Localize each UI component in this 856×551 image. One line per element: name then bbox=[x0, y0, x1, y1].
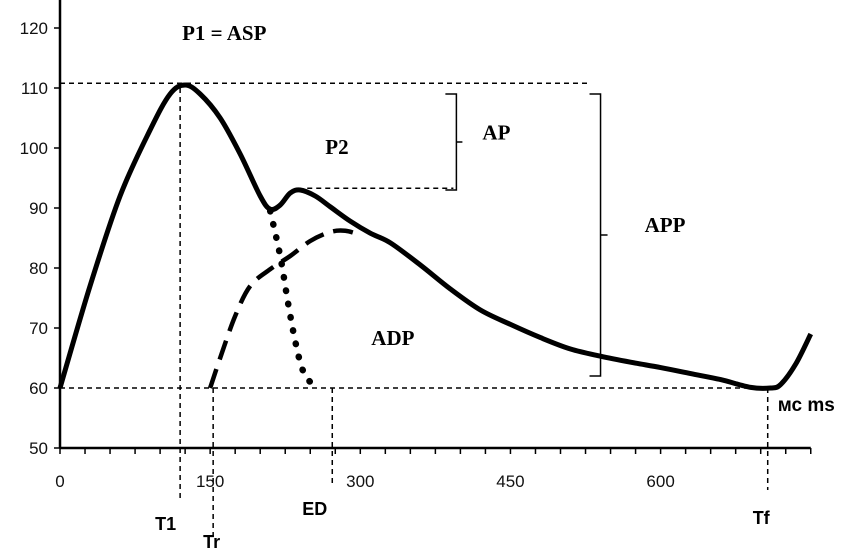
app-bracket bbox=[589, 93, 608, 377]
y-tick-label: 60 bbox=[29, 379, 48, 398]
series-dashed-line bbox=[208, 228, 361, 389]
label-ed: ED bbox=[302, 499, 327, 519]
label-tr: Tr bbox=[203, 532, 220, 551]
reference-lines bbox=[60, 82, 769, 540]
brackets bbox=[445, 93, 608, 377]
x-axis-ticks: 0 150 300 450 600 bbox=[55, 448, 812, 491]
y-tick-label: 70 bbox=[29, 319, 48, 338]
x-tick-label: 450 bbox=[496, 472, 524, 491]
series-dotted-line bbox=[266, 207, 324, 392]
x-tick-label: 150 bbox=[196, 472, 224, 491]
series-lines bbox=[57, 82, 813, 392]
x-axis-unit-label: мс ms bbox=[778, 395, 835, 416]
label-p2: P2 bbox=[325, 135, 348, 159]
label-adp: ADP bbox=[371, 326, 414, 350]
annotation-labels: P1 = ASP P2 AP APP ADP T1 Tr ED Tf bbox=[155, 21, 771, 551]
y-tick-label: 110 bbox=[21, 79, 48, 98]
label-p1-asp: P1 = ASP bbox=[182, 21, 266, 45]
y-tick-label: 90 bbox=[29, 199, 48, 218]
label-ap: AP bbox=[482, 121, 510, 145]
label-t1: T1 bbox=[155, 514, 176, 534]
axes bbox=[58, 0, 811, 450]
y-tick-label: 50 bbox=[29, 439, 48, 458]
series-solid-line bbox=[57, 82, 813, 391]
y-tick-label: 100 bbox=[20, 139, 48, 158]
x-tick-label: 600 bbox=[646, 472, 674, 491]
y-tick-label: 120 bbox=[20, 19, 48, 38]
y-axis-ticks: 50 60 70 80 90 100 110 120 bbox=[20, 19, 60, 458]
x-tick-label: 0 bbox=[55, 472, 64, 491]
x-tick-label: 300 bbox=[346, 472, 374, 491]
label-tf: Tf bbox=[753, 508, 771, 528]
y-tick-label: 80 bbox=[29, 259, 48, 278]
label-app: APP bbox=[645, 213, 686, 237]
ap-bracket bbox=[445, 93, 463, 191]
